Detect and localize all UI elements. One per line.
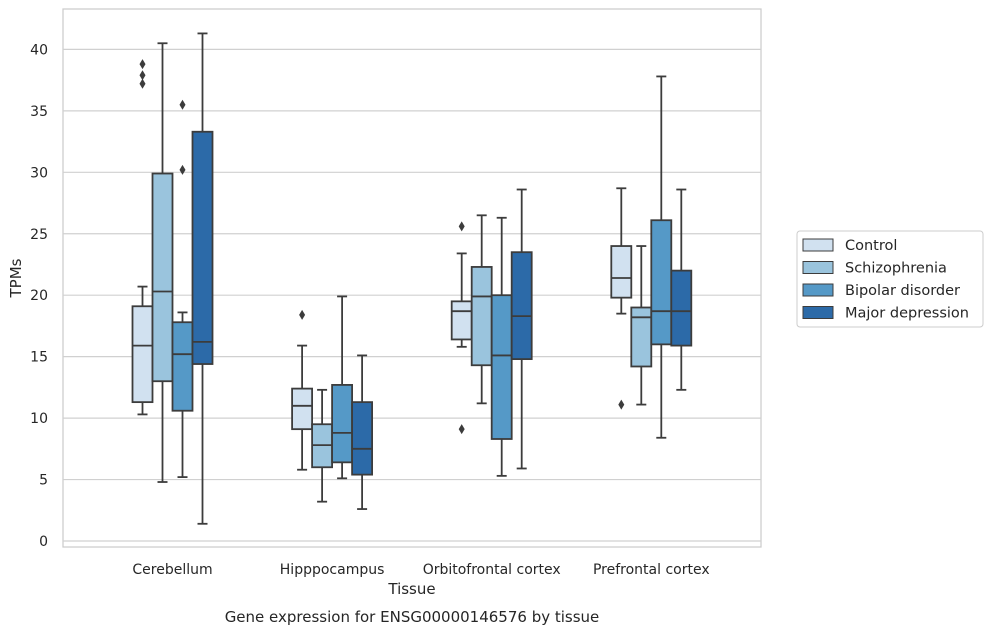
- box-control: [450, 221, 473, 435]
- outlier-point: [299, 309, 306, 320]
- box-iqr: [191, 130, 214, 365]
- box-major-depression: [351, 354, 374, 510]
- legend-label: Control: [845, 238, 897, 254]
- x-tick-labels: Cerebellum Hipppocampus Orbitofrontal cort…: [132, 562, 709, 578]
- outlier-point: [618, 399, 625, 410]
- x-axis-title: Tissue: [387, 580, 435, 598]
- box-iqr: [650, 219, 673, 346]
- box-schizophrenia: [470, 214, 493, 405]
- y-axis-title: TPMs: [7, 258, 25, 298]
- box-iqr: [151, 172, 174, 383]
- legend: Control Schizophrenia Bipolar disorder Majo…: [796, 230, 984, 328]
- outlier-point: [139, 78, 146, 89]
- box-bipolar-disorder: [490, 216, 513, 477]
- box-iqr: [131, 305, 154, 404]
- legend-swatch: [802, 238, 834, 252]
- box-iqr: [171, 321, 194, 412]
- x-tick-label: Hipppocampus: [280, 562, 385, 578]
- box-bipolar-disorder: [650, 75, 673, 439]
- outlier-point: [458, 424, 465, 435]
- box-iqr: [470, 266, 493, 367]
- y-tick-label: 30: [30, 165, 48, 181]
- legend-label: Schizophrenia: [845, 261, 947, 277]
- legend-label: Bipolar disorder: [845, 283, 960, 299]
- box-major-depression: [670, 188, 693, 391]
- y-tick-label: 35: [30, 104, 48, 120]
- box-schizophrenia: [311, 388, 334, 503]
- boxes-layer: [131, 32, 693, 525]
- y-tick-labels: 0 5 10 15 20 25 30 35 40: [30, 42, 48, 550]
- y-tick-label: 20: [30, 288, 48, 304]
- box-iqr: [510, 251, 533, 361]
- legend-swatch: [802, 283, 834, 297]
- outlier-point: [139, 59, 146, 70]
- legend-swatch: [802, 306, 834, 319]
- y-tick-label: 40: [30, 42, 48, 58]
- box-control: [291, 309, 314, 471]
- box-iqr: [630, 306, 653, 368]
- y-tick-label: 25: [30, 227, 48, 243]
- y-tick-label: 15: [30, 350, 48, 366]
- y-tick-label: 0: [39, 534, 48, 550]
- outlier-point: [179, 164, 186, 175]
- box-iqr: [490, 294, 513, 440]
- outlier-point: [179, 99, 186, 110]
- box-iqr: [610, 245, 633, 299]
- box-schizophrenia: [630, 245, 653, 406]
- box-iqr: [351, 401, 374, 476]
- legend-frame: [796, 230, 984, 328]
- y-tick-label: 10: [30, 411, 48, 427]
- legend-label: Major depression: [845, 306, 969, 322]
- box-iqr: [450, 300, 473, 341]
- y-tick-label: 5: [39, 473, 48, 489]
- legend-swatch: [802, 261, 834, 274]
- box-iqr: [670, 269, 693, 347]
- box-iqr: [291, 387, 314, 431]
- legend-items: Control Schizophrenia Bipolar disorder Majo…: [802, 238, 969, 322]
- box-control: [610, 187, 633, 410]
- x-tick-label: Cerebellum: [132, 562, 212, 578]
- figure-caption: Gene expression for ENSG00000146576 by t…: [225, 608, 600, 626]
- box-major-depression: [191, 32, 214, 525]
- box-bipolar-disorder: [171, 99, 194, 478]
- box-control: [131, 59, 154, 416]
- outlier-point: [458, 221, 465, 232]
- gridlines: [63, 48, 761, 542]
- outlier-point: [139, 70, 146, 81]
- box-schizophrenia: [151, 42, 174, 483]
- x-tick-label: Orbitofrontal cortex: [423, 562, 561, 578]
- box-bipolar-disorder: [331, 295, 354, 480]
- plot-area: [62, 8, 762, 548]
- box-iqr: [331, 384, 354, 464]
- box-major-depression: [510, 188, 533, 470]
- x-tick-label: Prefrontal cortex: [593, 562, 710, 578]
